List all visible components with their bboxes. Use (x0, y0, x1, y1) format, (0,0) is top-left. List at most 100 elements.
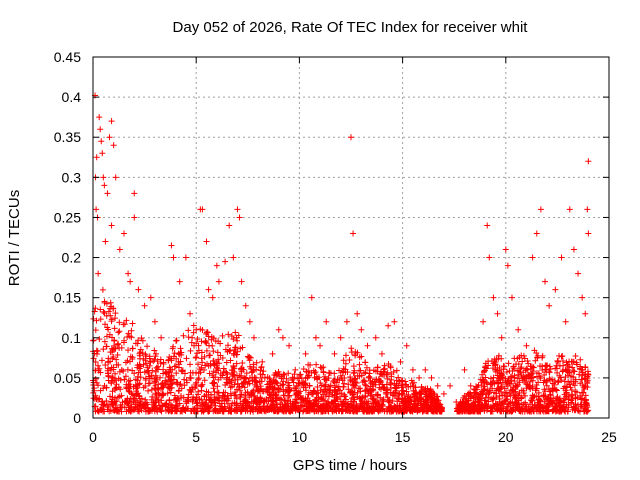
data-point (414, 400, 421, 407)
data-point (104, 324, 111, 331)
data-point (214, 365, 221, 372)
data-point (135, 337, 142, 344)
data-point (399, 381, 406, 388)
data-point (201, 377, 208, 384)
plot-frame (92, 56, 610, 419)
data-point (561, 378, 568, 385)
data-point (192, 354, 199, 361)
data-point (160, 366, 167, 373)
data-point (346, 356, 353, 363)
data-point (465, 403, 472, 410)
data-point (210, 348, 217, 355)
data-point (513, 399, 520, 406)
data-point (340, 357, 347, 364)
data-point (423, 399, 430, 406)
data-point (495, 352, 502, 359)
data-point (107, 393, 114, 400)
data-point (234, 406, 241, 413)
data-point (331, 384, 338, 391)
data-point (364, 342, 371, 349)
data-point (122, 373, 129, 380)
data-point (219, 408, 226, 415)
data-point (520, 387, 527, 394)
data-point (178, 393, 185, 400)
data-point (147, 294, 154, 301)
data-point (235, 332, 242, 339)
data-point (544, 404, 551, 411)
data-point (226, 404, 233, 411)
data-point (94, 407, 101, 414)
data-point (224, 342, 231, 349)
data-point (563, 389, 570, 396)
data-point (114, 341, 121, 348)
data-point (212, 374, 219, 381)
data-point (529, 395, 536, 402)
data-point (257, 407, 264, 414)
data-point (364, 386, 371, 393)
data-point (511, 355, 518, 362)
data-point (271, 404, 278, 411)
data-point (422, 366, 429, 373)
data-point (253, 366, 260, 373)
data-point (251, 392, 258, 399)
data-point (104, 190, 111, 197)
data-point (479, 377, 486, 384)
data-point (115, 340, 122, 347)
data-point (305, 361, 312, 368)
data-point (524, 358, 531, 365)
data-point (380, 384, 387, 391)
data-point (228, 366, 235, 373)
data-point (359, 406, 366, 413)
data-point (180, 332, 187, 339)
data-point (137, 346, 144, 353)
data-point (487, 375, 494, 382)
data-point (403, 388, 410, 395)
data-point (147, 358, 154, 365)
data-point (402, 382, 409, 389)
data-point (116, 246, 123, 253)
data-point (322, 373, 329, 380)
data-point (243, 405, 250, 412)
data-point (378, 350, 385, 357)
data-point (125, 347, 132, 354)
data-point (565, 393, 572, 400)
data-point (350, 230, 357, 237)
data-point (317, 387, 324, 394)
data-point (533, 382, 540, 389)
data-point (203, 388, 210, 395)
data-point (158, 334, 165, 341)
data-point (165, 404, 172, 411)
data-point (518, 394, 525, 401)
data-point (97, 126, 104, 133)
data-point (329, 389, 336, 396)
data-point (128, 403, 135, 410)
data-point (353, 380, 360, 387)
data-point (323, 318, 330, 325)
data-point (149, 393, 156, 400)
data-point (578, 366, 585, 373)
data-point (257, 367, 264, 374)
data-point (563, 359, 570, 366)
data-point (505, 375, 512, 382)
data-point (128, 327, 135, 334)
data-point (558, 402, 565, 409)
data-point (236, 383, 243, 390)
data-point (93, 206, 100, 213)
data-point (102, 321, 109, 328)
data-point (128, 334, 135, 341)
data-point (320, 364, 327, 371)
data-point (240, 366, 247, 373)
data-point (136, 381, 143, 388)
data-point (507, 392, 514, 399)
y-axis-label: ROTI / TECUs (6, 190, 23, 286)
data-point (110, 142, 117, 149)
data-point (207, 352, 214, 359)
data-point (135, 286, 142, 293)
data-point (480, 318, 487, 325)
data-point (340, 368, 347, 375)
data-point (490, 374, 497, 381)
data-point (492, 368, 499, 375)
data-point (172, 363, 179, 370)
data-point (516, 369, 523, 376)
